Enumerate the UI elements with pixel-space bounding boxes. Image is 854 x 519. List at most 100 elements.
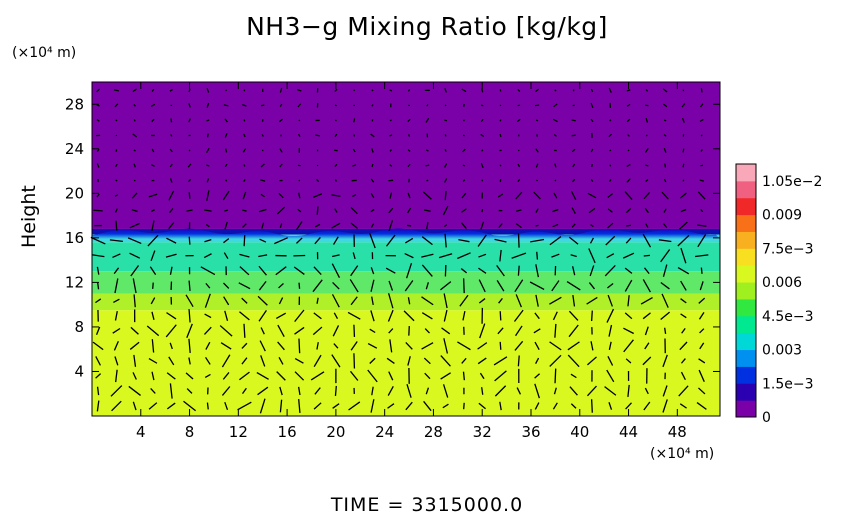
wind-vector — [151, 88, 155, 92]
wind-vector — [238, 282, 251, 290]
wind-vector — [536, 134, 538, 137]
wind-vector — [645, 164, 649, 167]
wind-vector — [462, 371, 465, 381]
wind-vector — [224, 310, 229, 321]
wind-vector — [700, 267, 703, 274]
wind-vector — [114, 278, 119, 294]
wind-vector — [607, 222, 614, 229]
x-tick-label: 44 — [619, 423, 638, 441]
wind-vector — [514, 340, 524, 351]
wind-vector — [96, 266, 100, 275]
wind-vector — [127, 237, 142, 245]
wind-vector — [225, 148, 228, 153]
wind-vector — [480, 163, 484, 168]
wind-vector — [388, 328, 394, 334]
wind-vector — [187, 163, 192, 168]
wind-vector — [332, 254, 340, 258]
wind-vector — [517, 265, 520, 276]
wind-vector — [442, 403, 449, 409]
wind-vector — [314, 387, 321, 395]
wind-vector — [444, 163, 448, 168]
wind-vector — [370, 208, 375, 213]
wind-vector — [497, 193, 504, 198]
wind-vector — [387, 293, 394, 309]
wind-vector — [517, 163, 521, 168]
wind-vector — [259, 340, 266, 352]
wind-vector — [443, 338, 449, 354]
wind-vector — [369, 328, 376, 334]
wind-vector — [297, 89, 302, 92]
wind-vector — [462, 278, 465, 294]
wind-vector — [294, 326, 305, 335]
wind-vector — [352, 252, 356, 260]
wind-vector — [590, 399, 593, 413]
wind-vector — [497, 327, 504, 335]
wind-vector — [567, 341, 580, 351]
wind-vector — [188, 338, 191, 353]
wind-vector — [644, 148, 649, 153]
wind-vector — [625, 402, 632, 410]
wind-vector — [239, 311, 250, 321]
wind-vector — [607, 193, 614, 198]
wind-vector — [206, 133, 209, 138]
wind-vector — [457, 252, 471, 260]
wind-vector — [113, 298, 120, 303]
wind-vector — [129, 222, 140, 229]
wind-vector — [260, 355, 266, 367]
wind-vector — [681, 117, 685, 123]
wind-vector — [513, 309, 524, 322]
wind-vector — [403, 310, 415, 322]
wind-vector — [150, 297, 156, 305]
wind-vector — [461, 208, 467, 213]
wind-vector — [151, 118, 155, 123]
wind-vector — [388, 220, 394, 231]
x-tick-label: 24 — [375, 423, 394, 441]
wind-vector — [682, 179, 685, 182]
y-tick-label: 12 — [65, 273, 84, 291]
wind-vector — [681, 327, 686, 334]
wind-vector — [260, 163, 265, 168]
wind-vector — [115, 179, 118, 182]
wind-vector — [552, 118, 558, 123]
wind-vector — [677, 234, 690, 247]
wind-vector — [314, 223, 321, 228]
wind-vector — [534, 312, 540, 320]
wind-vector — [424, 328, 430, 334]
wind-vector — [535, 294, 539, 307]
wind-vector — [608, 87, 612, 93]
wind-vector — [279, 103, 283, 107]
wind-vector — [440, 355, 451, 367]
wind-vector — [627, 134, 630, 137]
wind-vector — [97, 282, 100, 290]
wind-vector — [534, 383, 540, 399]
wind-vector — [389, 192, 393, 199]
wind-vector — [129, 252, 141, 259]
wind-vector — [699, 179, 704, 182]
wind-vector — [298, 133, 301, 138]
wind-vector — [440, 372, 451, 380]
wind-vector — [590, 148, 594, 153]
wind-vector — [242, 191, 247, 200]
wind-vector — [498, 297, 503, 304]
wind-vector — [96, 88, 101, 93]
wind-vector — [242, 223, 247, 228]
wind-vector — [407, 207, 412, 214]
wind-vector — [515, 191, 523, 200]
wind-vector — [459, 294, 469, 307]
wind-vector — [294, 371, 305, 381]
wind-vector — [132, 372, 137, 380]
wind-vector — [112, 327, 121, 334]
wind-vector — [278, 118, 284, 123]
wind-vector — [516, 387, 522, 395]
wind-vector — [316, 178, 320, 183]
wind-vector — [371, 386, 374, 396]
wind-vector — [188, 149, 191, 152]
wind-vector — [499, 133, 502, 138]
wind-vector — [680, 280, 687, 291]
wind-vector — [237, 401, 252, 411]
chart-title: NH3−g Mixing Ratio [kg/kg] — [246, 12, 608, 41]
wind-vector — [168, 190, 175, 201]
wind-vector — [571, 119, 576, 122]
wind-vector — [571, 207, 576, 214]
wind-vector — [590, 179, 594, 182]
